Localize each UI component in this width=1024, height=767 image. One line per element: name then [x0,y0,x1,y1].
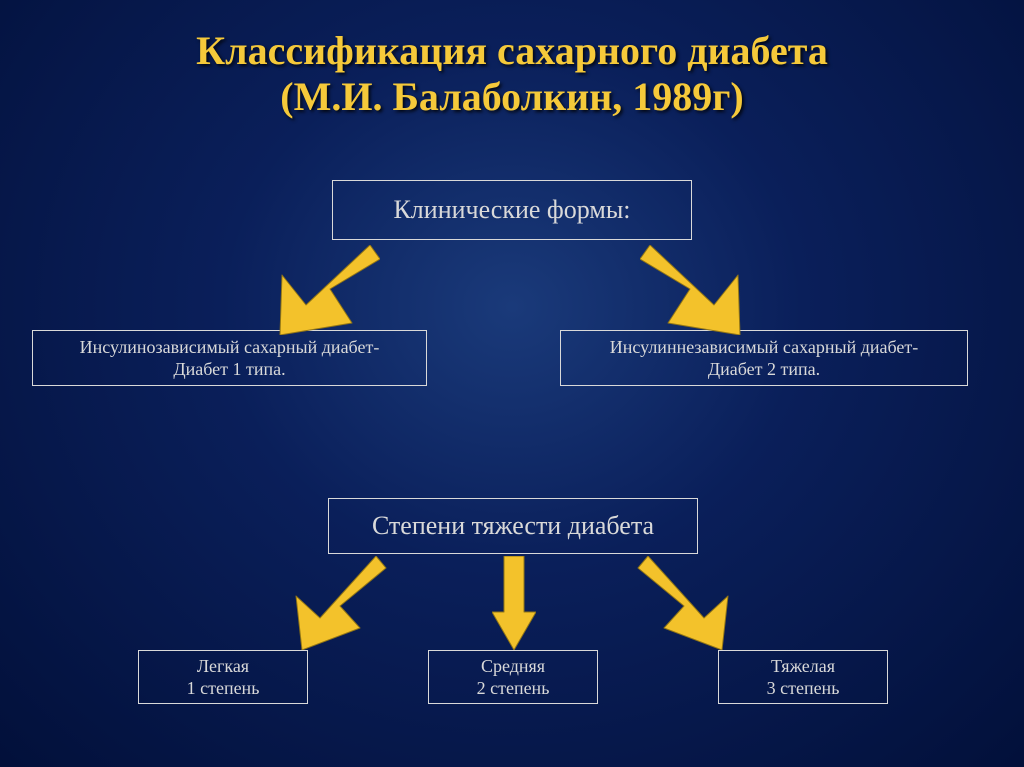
box-clinical-forms-label: Клинические формы: [393,194,630,227]
box-type2-line1: Инсулиннезависимый сахарный диабет- [610,336,919,359]
box-mild-line1: Легкая [197,655,249,678]
box-severity-label: Степени тяжести диабета [372,510,654,543]
box-type1: Инсулинозависимый сахарный диабет- Диабе… [32,330,427,386]
box-mild: Легкая 1 степень [138,650,308,704]
arrow-b2 [492,556,536,650]
arrow-a1 [220,245,380,335]
box-severity: Степени тяжести диабета [328,498,698,554]
box-severe-line2: 3 степень [767,677,840,700]
title-line-1: Классификация сахарного диабета [0,28,1024,74]
box-mild-line2: 1 степень [187,677,260,700]
title-line-2: (М.И. Балаболкин, 1989г) [0,74,1024,120]
box-clinical-forms: Клинические формы: [332,180,692,240]
arrow-b3 [636,556,756,650]
box-moderate: Средняя 2 степень [428,650,598,704]
box-type2-line2: Диабет 2 типа. [708,358,820,381]
box-moderate-line2: 2 степень [477,677,550,700]
arrow-a2 [640,245,800,335]
box-type1-line2: Диабет 1 типа. [173,358,285,381]
box-type2: Инсулиннезависимый сахарный диабет- Диаб… [560,330,968,386]
box-severe: Тяжелая 3 степень [718,650,888,704]
slide-title: Классификация сахарного диабета (М.И. Ба… [0,0,1024,120]
arrow-b1 [268,556,388,650]
box-severe-line1: Тяжелая [771,655,835,678]
box-type1-line1: Инсулинозависимый сахарный диабет- [80,336,380,359]
box-moderate-line1: Средняя [481,655,545,678]
